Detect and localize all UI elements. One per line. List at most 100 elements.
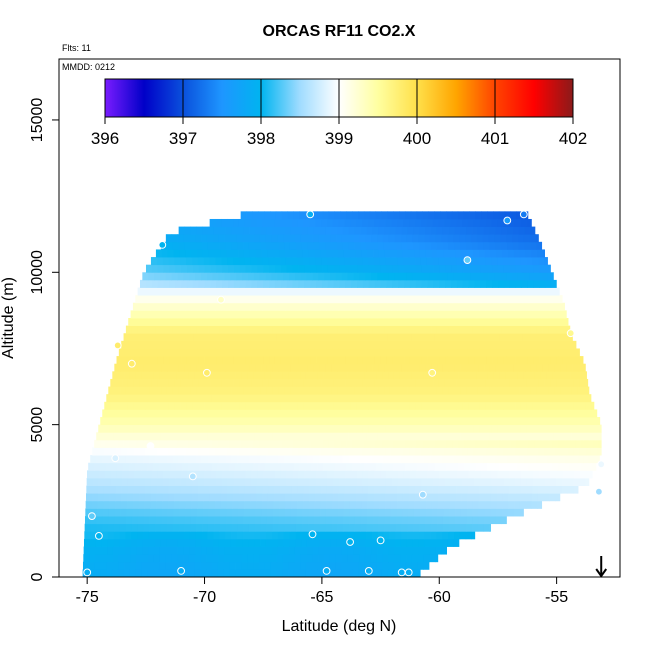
field-cell	[465, 234, 472, 243]
field-cell	[330, 310, 337, 319]
field-cell	[553, 432, 561, 441]
field-cell	[329, 371, 336, 380]
field-cell	[279, 249, 286, 258]
field-cell	[404, 264, 411, 273]
field-cell	[121, 340, 128, 349]
field-cell	[317, 561, 324, 570]
field-cell	[264, 417, 271, 426]
field-cell	[237, 432, 244, 441]
field-cell	[137, 455, 144, 464]
field-cell	[309, 424, 316, 433]
field-cell	[133, 447, 140, 456]
field-cell	[548, 325, 555, 334]
field-cell	[303, 485, 310, 494]
field-cell	[472, 226, 479, 235]
field-cell	[458, 295, 465, 304]
field-cell	[312, 348, 319, 357]
field-cell	[277, 234, 284, 243]
field-cell	[449, 249, 456, 258]
field-cell	[300, 272, 308, 281]
field-cell	[285, 218, 293, 227]
field-cell	[152, 462, 159, 471]
field-cell	[107, 432, 115, 441]
field-cell	[208, 363, 215, 372]
field-cell	[199, 462, 206, 471]
field-cell	[280, 356, 288, 365]
field-cell	[494, 348, 501, 357]
field-cell	[444, 424, 451, 433]
field-cell	[423, 394, 430, 403]
field-cell	[478, 508, 485, 517]
field-cell	[83, 546, 90, 555]
field-cell	[155, 287, 162, 296]
field-cell	[243, 287, 250, 296]
field-cell	[464, 417, 471, 426]
field-cell	[105, 462, 113, 471]
field-cell	[286, 470, 293, 479]
field-cell	[153, 569, 160, 577]
field-cell	[462, 279, 469, 288]
field-cell	[368, 257, 375, 266]
field-cell	[441, 272, 448, 281]
field-cell	[488, 234, 495, 243]
field-cell	[335, 348, 343, 357]
field-cell	[111, 569, 119, 577]
field-cell	[530, 287, 538, 296]
field-cell	[291, 424, 299, 433]
field-cell	[195, 310, 202, 319]
field-cell	[417, 569, 421, 577]
field-cell	[327, 257, 334, 266]
field-cell	[398, 470, 405, 479]
field-cell	[325, 325, 332, 334]
field-cell	[322, 211, 330, 220]
field-cell	[347, 272, 354, 281]
field-cell	[116, 477, 123, 486]
field-cell	[116, 401, 123, 410]
field-cell	[138, 500, 145, 509]
field-cell	[481, 211, 488, 220]
field-cell	[204, 378, 211, 387]
field-cell	[461, 218, 469, 227]
field-cell	[411, 394, 418, 403]
field-cell	[96, 516, 103, 525]
field-cell	[108, 508, 116, 517]
field-cell	[450, 424, 457, 433]
field-cell	[270, 569, 277, 577]
field-cell	[250, 477, 258, 486]
field-cell	[131, 363, 139, 372]
field-cell	[293, 439, 300, 448]
field-cell	[558, 371, 565, 380]
field-cell	[284, 516, 291, 525]
field-cell	[374, 318, 381, 327]
field-cell	[135, 371, 143, 380]
field-cell	[149, 287, 156, 296]
field-cell	[446, 333, 453, 342]
field-cell	[427, 264, 434, 273]
field-cell	[490, 508, 497, 517]
field-cell	[352, 371, 360, 380]
field-cell	[403, 378, 410, 387]
field-cell	[90, 516, 98, 525]
field-cell	[523, 371, 530, 380]
y-tick-label: 10000	[29, 250, 46, 295]
field-cell	[151, 264, 159, 273]
field-cell	[440, 417, 447, 426]
field-cell	[569, 439, 576, 448]
field-cell	[385, 477, 393, 486]
field-cell	[328, 439, 336, 448]
field-cell	[145, 279, 153, 288]
field-cell	[473, 340, 480, 349]
field-cell	[137, 287, 144, 296]
field-cell	[336, 531, 343, 540]
field-cell	[520, 477, 528, 486]
field-cell	[434, 394, 442, 403]
field-cell	[133, 485, 140, 494]
field-cell	[113, 531, 120, 540]
field-cell	[384, 363, 391, 372]
field-cell	[415, 257, 422, 266]
field-cell	[548, 386, 555, 395]
field-cell	[371, 538, 378, 547]
field-cell	[237, 363, 244, 372]
field-cell	[382, 310, 390, 319]
